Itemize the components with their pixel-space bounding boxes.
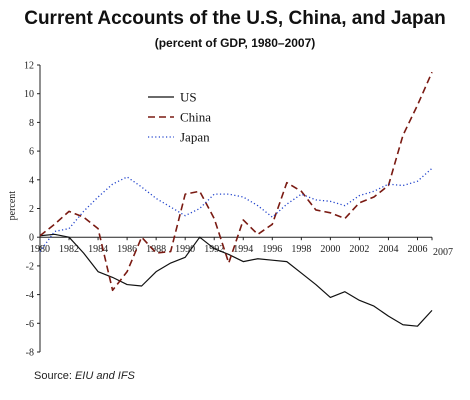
chart-title: Current Accounts of the U.S, China, and …: [24, 8, 446, 29]
y-tick-label: -2: [26, 261, 34, 272]
x-tick-label: 2006: [407, 244, 427, 255]
x-tick-label: 1998: [291, 244, 311, 255]
y-tick-label: 0: [29, 233, 34, 244]
x-tick-label: 1988: [146, 244, 166, 255]
legend-label-china: China: [180, 110, 211, 125]
y-tick-label: 8: [29, 118, 34, 129]
y-tick-label: 4: [29, 175, 34, 186]
x-tick-label: 2000: [320, 244, 340, 255]
series-line-china: [39, 71, 433, 292]
y-tick-label: 2: [29, 204, 34, 215]
series-line-us: [39, 233, 433, 327]
y-axis-label: percent: [7, 191, 18, 221]
y-tick-label: -4: [26, 290, 34, 301]
x-axis-ticks: 1980 1982 1984 1986 1988 1990 1992 1994 1996 1998…: [30, 237, 453, 258]
x-tick-label: 2002: [349, 244, 369, 255]
x-tick-label: 2004: [378, 244, 398, 255]
chart-subtitle: (percent of GDP, 1980–2007): [154, 36, 316, 50]
y-tick-label: 10: [24, 89, 34, 100]
y-tick-label: -8: [26, 348, 34, 359]
x-tick-label: 1980: [30, 244, 50, 255]
axes: [39, 65, 432, 352]
source-note: Source: EIU and IFS: [34, 370, 135, 382]
legend-label-japan: Japan: [180, 130, 210, 145]
x-tick-label: 1982: [59, 244, 79, 255]
y-tick-label: -6: [26, 319, 34, 330]
series-lines: [39, 71, 433, 327]
x-tick-label: 2007: [433, 247, 453, 258]
x-tick-label: 1990: [175, 244, 195, 255]
x-tick-label: 1996: [262, 244, 282, 255]
series-line-japan: [39, 167, 433, 252]
x-tick-label: 1986: [117, 244, 137, 255]
legend-label-us: US: [180, 90, 197, 105]
x-tick-label: 1984: [88, 244, 108, 255]
y-tick-label: 6: [29, 147, 34, 158]
y-axis-ticks: -8 -6 -4 -2 0 2 4 6 8 10 12: [24, 61, 40, 359]
y-tick-label: 12: [24, 61, 34, 72]
x-tick-label: 1994: [233, 244, 253, 255]
x-tick-label: 1992: [204, 244, 224, 255]
source-text: EIU and IFS: [74, 370, 135, 382]
legend: US China Japan: [148, 90, 211, 145]
source-prefix: Source:: [34, 370, 75, 382]
